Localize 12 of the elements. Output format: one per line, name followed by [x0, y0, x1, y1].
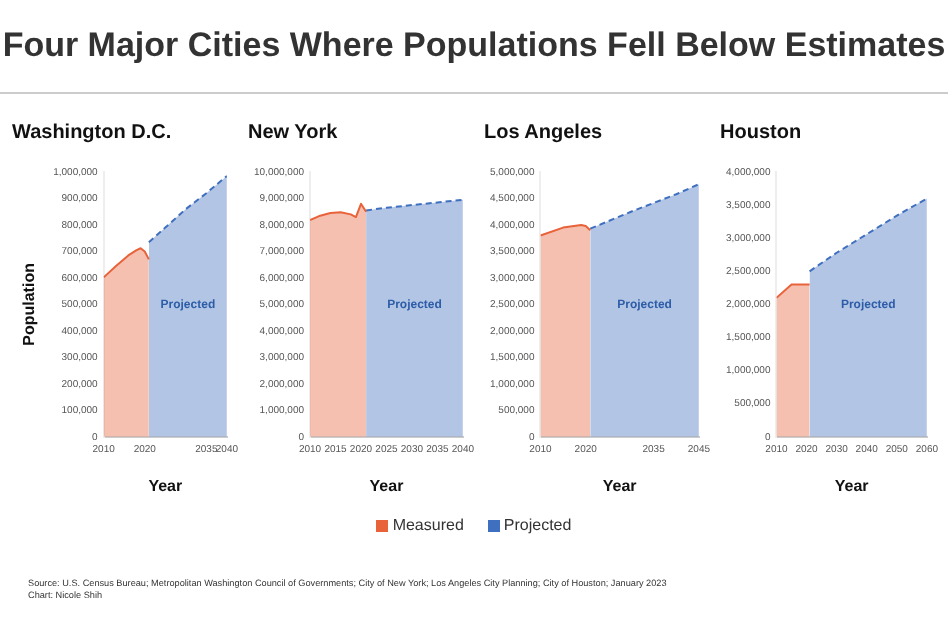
- chart-subtitle: Houston: [720, 121, 802, 144]
- y-axis-title: Population: [20, 262, 39, 346]
- legend-label: Projected: [501, 516, 572, 534]
- text: Four Major Cities Where Populations Fell Below Estimates: [2, 26, 946, 66]
- x-axis-title: Year: [369, 476, 404, 495]
- x-axis-title: Year: [834, 476, 869, 495]
- x-axis-title: Year: [602, 476, 637, 495]
- legend-label: Measured: [390, 516, 464, 534]
- x-axis-title: Year: [148, 476, 183, 495]
- chart-subtitle: New York: [248, 121, 339, 144]
- chart-subtitle: Los Angeles: [484, 121, 604, 144]
- chart-subtitle: Washington D.C.: [12, 121, 172, 144]
